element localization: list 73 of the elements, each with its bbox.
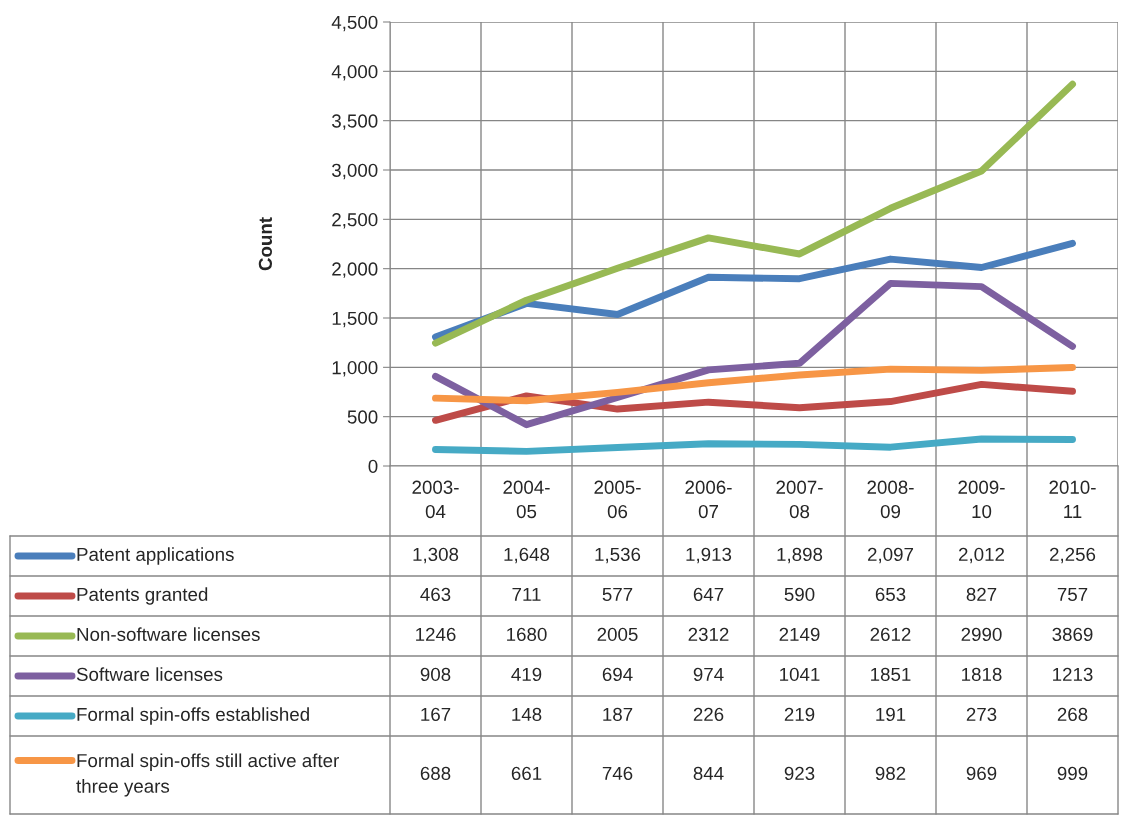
y-tick-label: 4,500 [331,15,378,32]
legend-label: Formal spin-offs established [77,707,309,725]
data-label: 1,913 [686,547,732,564]
legend-label: Software licenses [76,667,223,682]
x-tick-label: 2005-06 [594,480,641,519]
data-label: 268 [1057,707,1088,722]
data-label: 1246 [416,627,456,642]
data-label: 2,097 [867,547,914,564]
data-label: 757 [1057,587,1088,602]
data-label: 419 [511,667,542,682]
data-label: 1,898 [777,547,823,564]
x-tick-label: 2009-10 [958,480,1005,519]
data-label: 2312 [688,627,729,642]
data-label: 2990 [961,627,1002,642]
data-label: 3869 [1052,627,1093,642]
legend-label: Non-software licenses [77,627,260,642]
data-label: 1818 [962,667,1002,682]
data-label: 999 [1057,766,1088,781]
data-label: 2,256 [1049,547,1096,564]
data-label: 463 [420,587,451,602]
data-label: 2,012 [958,547,1005,564]
x-tick-label: 2004-05 [503,480,550,519]
data-label: 908 [420,667,451,682]
data-label: 688 [420,766,451,781]
data-label: 273 [966,707,997,722]
x-tick-label: 2006-07 [685,480,732,519]
y-tick-label: 3,000 [331,163,378,180]
data-label: 653 [875,587,906,602]
y-tick-label: 3,500 [331,114,378,130]
data-label: 226 [693,707,724,722]
data-label: 2149 [779,627,820,642]
data-label: 1041 [780,667,820,682]
x-tick-label: 2007-08 [776,480,823,519]
data-label: 969 [966,766,997,781]
data-label: 191 [876,707,906,722]
data-label: 746 [602,766,633,781]
y-tick-label: 2,500 [332,213,378,229]
y-tick-label: 0 [368,459,378,473]
data-label: 711 [512,587,541,601]
data-label: 923 [784,766,815,781]
y-tick-label: 1,000 [332,361,378,377]
data-label: 661 [511,766,542,781]
data-label: 577 [602,587,633,602]
data-label: 167 [421,707,451,722]
x-tick-label: 2010-11 [1049,480,1096,518]
data-label: 1,536 [595,547,641,564]
legend-label: Patents granted [77,587,208,605]
y-tick-label: 1,500 [332,311,378,328]
data-label: 148 [512,707,542,722]
data-label: 219 [784,707,815,722]
x-tick-label: 2003-04 [412,480,459,519]
data-label: 694 [602,667,633,682]
y-tick-label: 2,000 [332,262,378,278]
y-tick-label: 4,000 [331,65,378,81]
data-label: 187 [603,707,633,722]
data-label: 2005 [597,627,638,642]
legend-label: Formal spin-offs still active after three years [76,753,339,797]
data-label: 1,308 [413,547,459,564]
data-label: 2612 [870,627,911,642]
data-label: 827 [966,587,997,602]
data-label: 844 [693,766,724,781]
legend-label: Patent applications [77,547,234,565]
data-label: 1213 [1053,667,1093,682]
data-label: 1680 [507,627,547,642]
data-label: 974 [693,667,724,682]
data-label: 647 [693,587,724,602]
y-axis-title: Count [258,217,273,271]
x-tick-label: 2008-09 [867,480,914,519]
data-label: 1,648 [504,547,550,564]
data-label: 1851 [871,667,911,682]
data-label: 590 [784,587,815,602]
data-label: 982 [875,766,906,781]
y-tick-label: 500 [347,410,378,424]
